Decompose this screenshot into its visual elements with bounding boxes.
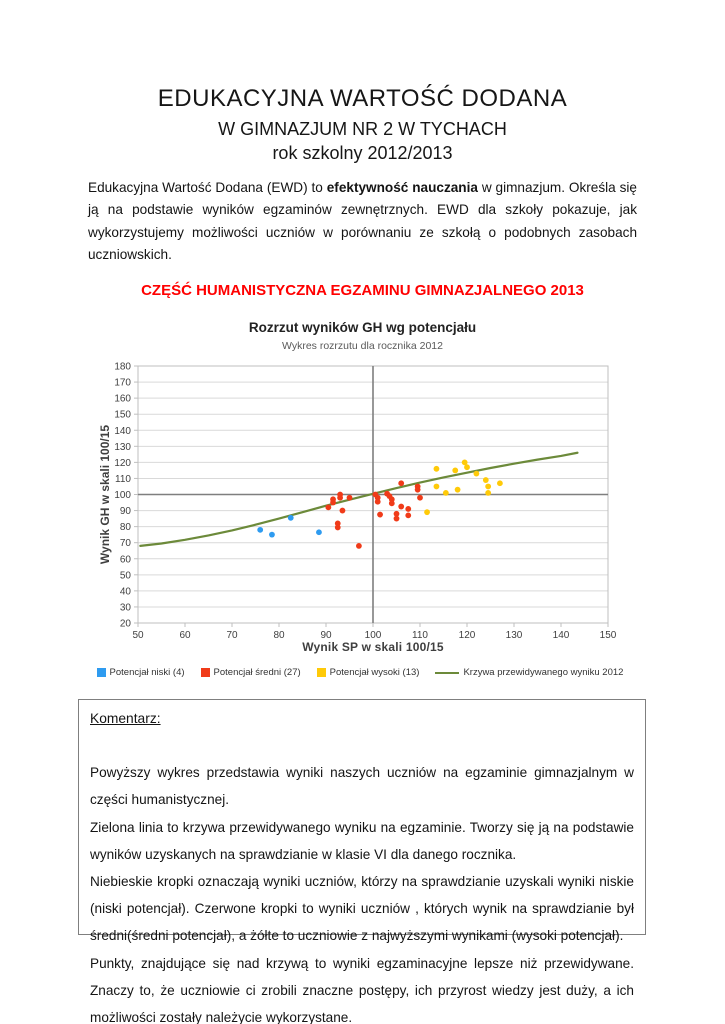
chart-title: Rozrzut wyników GH wg potencjału bbox=[248, 320, 477, 335]
svg-text:60: 60 bbox=[120, 554, 132, 565]
svg-text:130: 130 bbox=[506, 630, 523, 641]
svg-text:30: 30 bbox=[120, 602, 132, 613]
svg-text:80: 80 bbox=[120, 522, 132, 533]
section-heading: CZĘŚĆ HUMANISTYCZNA EGZAMINU GIMNAZJALNE… bbox=[141, 282, 584, 299]
chart-subtitle: Wykres rozrzutu dla rocznika 2012 bbox=[282, 340, 443, 352]
svg-text:80: 80 bbox=[273, 630, 285, 641]
comment-paragraph-2: Zielona linia to krzywa przewidywanego w… bbox=[90, 819, 634, 862]
page-subtitle-school: W GIMNAZJUM NR 2 W TYCHACH bbox=[218, 119, 507, 139]
svg-text:50: 50 bbox=[120, 570, 132, 581]
legend-label-high: Potencjał wysoki (13) bbox=[329, 667, 420, 678]
comment-paragraph-1: Powyższy wykres przedstawia wyniki naszy… bbox=[90, 765, 634, 808]
comment-box: Komentarz: Powyższy wykres przedstawia w… bbox=[78, 699, 646, 1024]
svg-text:90: 90 bbox=[320, 630, 332, 641]
legend-item-medium: Potencjał średni (27) bbox=[200, 667, 301, 678]
svg-text:60: 60 bbox=[179, 630, 191, 641]
svg-text:150: 150 bbox=[114, 410, 131, 421]
svg-text:130: 130 bbox=[114, 442, 131, 453]
svg-text:100: 100 bbox=[365, 630, 382, 641]
intro-text-part2: w gimnazjum. Określa się ją na podstawie… bbox=[88, 180, 637, 262]
legend-item-curve: Krzywa przewidywanego wyniku 2012 bbox=[435, 667, 623, 678]
svg-text:140: 140 bbox=[114, 426, 131, 437]
legend-label-low: Potencjał niski (4) bbox=[109, 667, 185, 678]
svg-text:120: 120 bbox=[114, 458, 131, 469]
intro-text-bold: efektywność nauczania bbox=[326, 180, 478, 195]
svg-text:160: 160 bbox=[114, 394, 131, 405]
svg-text:140: 140 bbox=[553, 630, 570, 641]
svg-text:70: 70 bbox=[120, 538, 132, 549]
legend-swatch-high-icon bbox=[316, 668, 326, 677]
svg-text:90: 90 bbox=[120, 506, 132, 517]
svg-text:110: 110 bbox=[115, 474, 131, 485]
svg-text:100: 100 bbox=[114, 490, 131, 501]
svg-text:180: 180 bbox=[114, 362, 131, 373]
svg-text:150: 150 bbox=[600, 630, 617, 641]
svg-text:20: 20 bbox=[120, 619, 132, 630]
svg-text:40: 40 bbox=[120, 586, 132, 597]
svg-text:170: 170 bbox=[114, 378, 131, 389]
legend-item-high: Potencjał wysoki (13) bbox=[316, 667, 420, 678]
comment-heading: Komentarz: bbox=[90, 711, 161, 726]
comment-spacer bbox=[90, 732, 634, 759]
legend-item-low: Potencjał niski (4) bbox=[96, 667, 185, 678]
svg-text:Wynik GH w skali 100/15: Wynik GH w skali 100/15 bbox=[98, 425, 112, 565]
legend-curve-line-icon bbox=[435, 671, 460, 674]
page-subtitle-year: rok szkolny 2012/2013 bbox=[272, 143, 453, 163]
page-title: EDUKACYJNA WARTOŚĆ DODANA bbox=[157, 85, 568, 112]
scatter-chart: 20 30 40 50 60 70 80 90 100 110 120 130 140 150 160 170… bbox=[95, 360, 625, 642]
intro-text-part1: Edukacyjna Wartość Dodana (EWD) to bbox=[88, 180, 327, 195]
scatter-chart-canvas: 20 30 40 50 60 70 80 90 100 110 120 130 140 150 160 170… bbox=[98, 362, 617, 642]
chart-legend: Potencjał niski (4) Potencjał średni (27… bbox=[95, 667, 625, 678]
comment-paragraph-4: Punkty, znajdujące się nad krzywą to wyn… bbox=[90, 955, 634, 1024]
legend-swatch-medium-icon bbox=[200, 668, 210, 677]
svg-text:70: 70 bbox=[226, 630, 238, 641]
legend-swatch-low-icon bbox=[96, 668, 106, 677]
legend-label-curve: Krzywa przewidywanego wyniku 2012 bbox=[463, 667, 624, 678]
svg-text:50: 50 bbox=[132, 630, 144, 641]
svg-text:110: 110 bbox=[412, 630, 428, 641]
document-header: EDUKACYJNA WARTOŚĆ DODANA W GIMNAZJUM NR… bbox=[0, 84, 725, 165]
legend-label-medium: Potencjał średni (27) bbox=[213, 667, 301, 678]
svg-text:120: 120 bbox=[459, 630, 476, 641]
comment-paragraph-3: Niebieskie kropki oznaczają wyniki uczni… bbox=[90, 874, 634, 944]
intro-paragraph: Edukacyjna Wartość Dodana (EWD) to efekt… bbox=[88, 177, 637, 266]
x-axis-title: Wynik SP w skali 100/15 bbox=[302, 640, 444, 654]
